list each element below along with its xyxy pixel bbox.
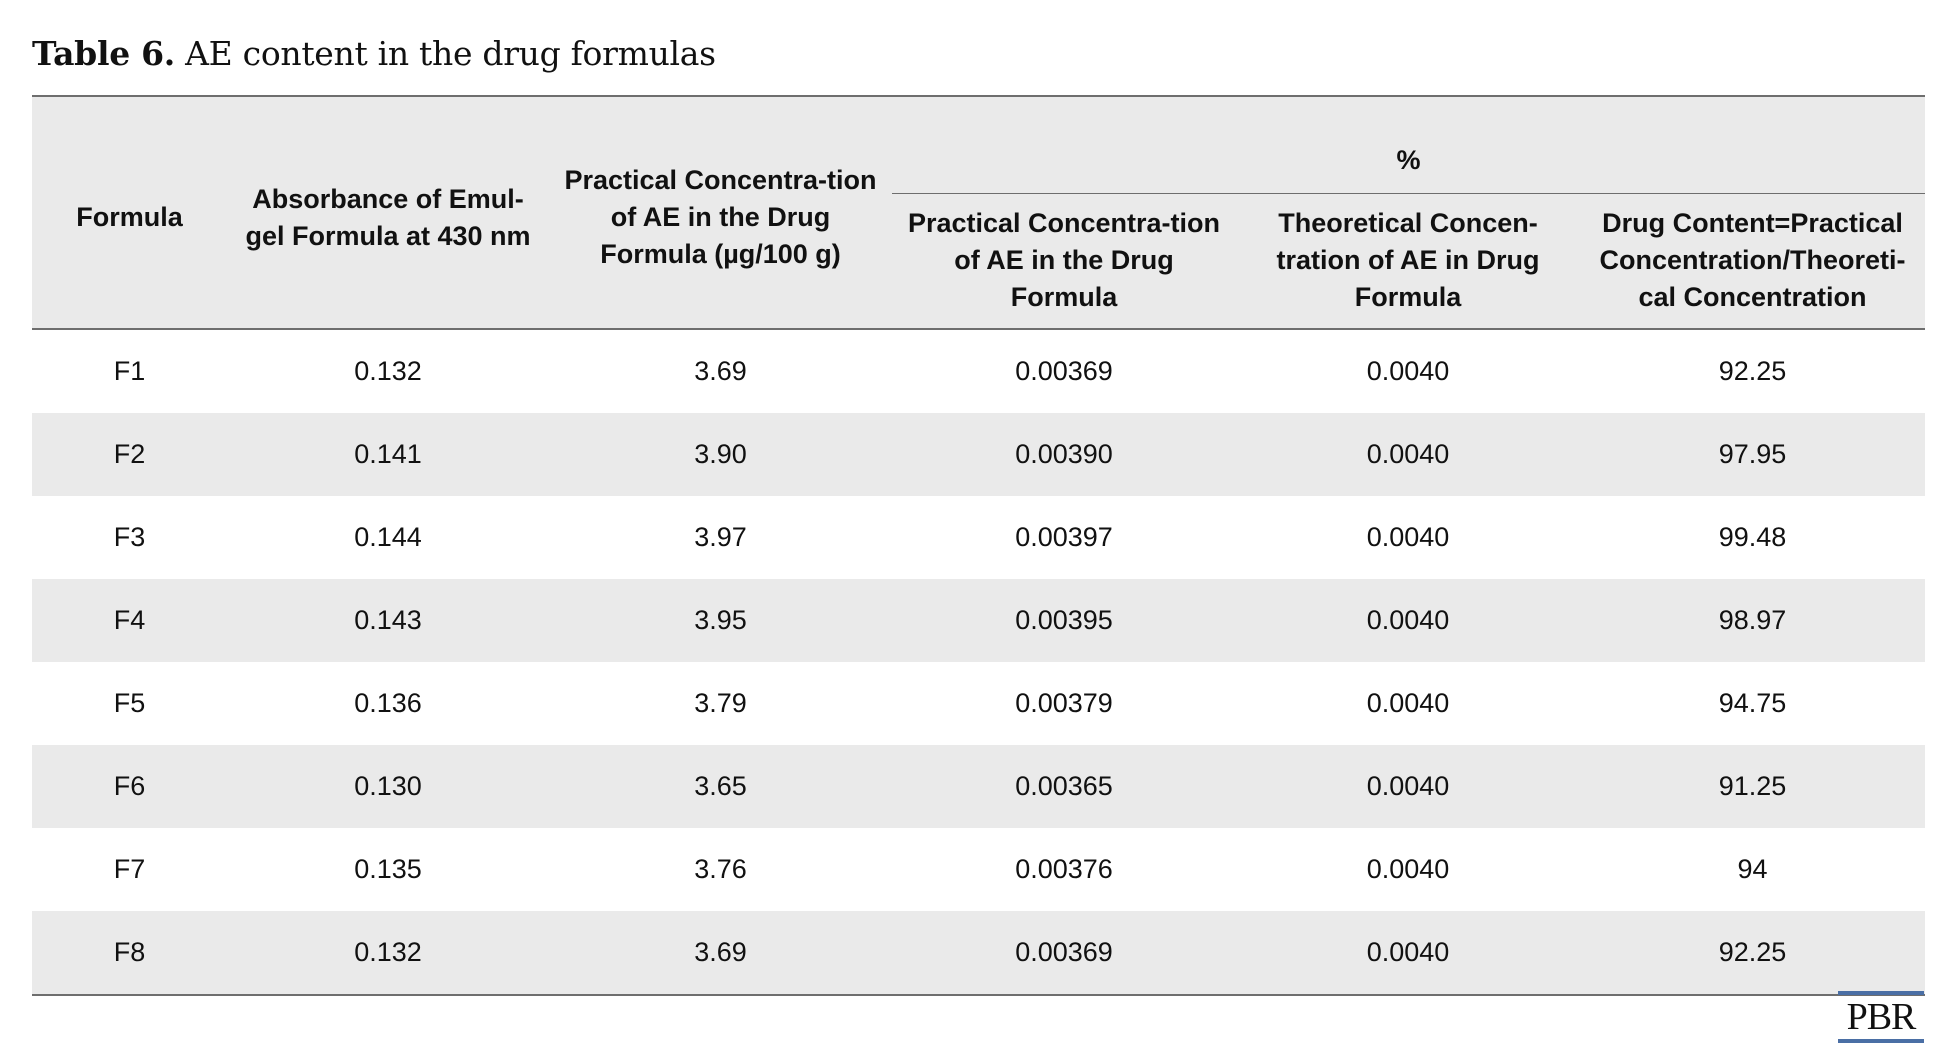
cell-practical-concentration: 3.97: [694, 522, 747, 552]
cell-formula: F5: [113, 688, 146, 718]
pbr-logo: PBR: [1838, 991, 1924, 1043]
header-absorbance: Absorbance of Emul-gel Formula at 430 nm: [227, 95, 549, 330]
table-row: F7 0.135 3.76 0.00376 0.0040 94: [32, 828, 1925, 911]
cell-pct-drug-content: 94.75: [1718, 688, 1787, 718]
cell-pct-drug-content: 94: [1737, 854, 1768, 884]
cell-pct-theoretical: 0.0040: [1366, 688, 1450, 718]
cell-pct-theoretical: 0.0040: [1366, 522, 1450, 552]
cell-absorbance: 0.132: [354, 356, 422, 386]
header-row-sub: Practical Concentra-tion of AE in the Dr…: [32, 193, 1925, 330]
cell-formula: F6: [32, 745, 227, 828]
logo-text: PBR: [1846, 996, 1917, 1038]
header-row-top: Formula Absorbance of Emul-gel Formula a…: [32, 95, 1925, 330]
cell-pct-theoretical: 0.0040: [1236, 579, 1580, 662]
cell-practical-concentration: 3.69: [549, 911, 892, 996]
cell-formula: F8: [32, 911, 227, 996]
drug-content-table: Formula Absorbance of Emul-gel Formula a…: [32, 95, 1925, 996]
cell-formula: F2: [32, 413, 227, 496]
logo-top-bar: [1838, 991, 1924, 995]
cell-pct-practical: 0.00369: [892, 911, 1236, 996]
cell-pct-practical: 0.00376: [1015, 854, 1113, 884]
cell-absorbance: 0.135: [354, 854, 422, 884]
cell-pct-theoretical: 0.0040: [1236, 413, 1580, 496]
cell-practical-concentration: 3.76: [694, 854, 747, 884]
cell-practical-concentration: 3.95: [549, 579, 892, 662]
cell-formula: F4: [32, 579, 227, 662]
table-row: F4 0.143 3.95 0.00395 0.0040 98.97: [32, 579, 1925, 662]
table-row: F8 0.132 3.69 0.00369 0.0040 92.25: [32, 911, 1925, 996]
header-pct-practical: Practical Concentra-tion of AE in the Dr…: [892, 193, 1236, 330]
logo-bottom-bar: [1838, 1039, 1924, 1043]
cell-pct-theoretical: 0.0040: [1366, 356, 1450, 386]
header-percent-group: %: [892, 95, 1925, 194]
cell-pct-theoretical: 0.0040: [1366, 854, 1450, 884]
cell-absorbance: 0.141: [227, 413, 549, 496]
cell-practical-concentration: 3.90: [549, 413, 892, 496]
cell-pct-drug-content: 91.25: [1580, 745, 1925, 828]
cell-pct-drug-content: 92.25: [1580, 911, 1925, 996]
cell-absorbance: 0.130: [227, 745, 549, 828]
cell-pct-practical: 0.00390: [892, 413, 1236, 496]
header-pct-drug-content: Drug Content=Practical Concentration/The…: [1580, 193, 1925, 330]
cell-absorbance: 0.143: [227, 579, 549, 662]
cell-pct-theoretical: 0.0040: [1236, 745, 1580, 828]
cell-formula: F7: [113, 854, 146, 884]
table-caption: Table 6. AE content in the drug formulas: [32, 30, 716, 78]
table-header: Formula Absorbance of Emul-gel Formula a…: [32, 95, 1925, 330]
table-row: F2 0.141 3.90 0.00390 0.0040 97.95: [32, 413, 1925, 496]
cell-practical-concentration: 3.79: [694, 688, 747, 718]
cell-pct-drug-content: 98.97: [1580, 579, 1925, 662]
table-row: F5 0.136 3.79 0.00379 0.0040 94.75: [32, 662, 1925, 745]
cell-pct-practical: 0.00379: [1015, 688, 1113, 718]
cell-formula: F3: [113, 522, 146, 552]
cell-pct-practical: 0.00395: [892, 579, 1236, 662]
table-row: F3 0.144 3.97 0.00397 0.0040 99.48: [32, 496, 1925, 579]
table-row: F1 0.132 3.69 0.00369 0.0040 92.25: [32, 329, 1925, 413]
cell-pct-drug-content: 99.48: [1718, 522, 1787, 552]
cell-absorbance: 0.144: [354, 522, 422, 552]
table-row: F6 0.130 3.65 0.00365 0.0040 91.25: [32, 745, 1925, 828]
cell-pct-practical: 0.00397: [1015, 522, 1113, 552]
cell-formula: F1: [113, 356, 146, 386]
cell-pct-practical: 0.00365: [892, 745, 1236, 828]
cell-pct-drug-content: 97.95: [1580, 413, 1925, 496]
cell-absorbance: 0.136: [354, 688, 422, 718]
table-body: F1 0.132 3.69 0.00369 0.0040 92.25 F2 0.…: [32, 329, 1925, 996]
table-caption-text: AE content in the drug formulas: [174, 34, 716, 73]
header-formula: Formula: [32, 95, 227, 330]
cell-practical-concentration: 3.65: [549, 745, 892, 828]
cell-absorbance: 0.132: [227, 911, 549, 996]
cell-pct-practical: 0.00369: [1015, 356, 1113, 386]
cell-pct-theoretical: 0.0040: [1236, 911, 1580, 996]
header-pct-theoretical: Theoretical Concen-tration of AE in Drug…: [1236, 193, 1580, 330]
cell-pct-drug-content: 92.25: [1718, 356, 1787, 386]
cell-practical-concentration: 3.69: [694, 356, 747, 386]
table-caption-label: Table 6.: [32, 34, 175, 73]
header-practical-concentration: Practical Concentra-tion of AE in the Dr…: [549, 95, 892, 330]
